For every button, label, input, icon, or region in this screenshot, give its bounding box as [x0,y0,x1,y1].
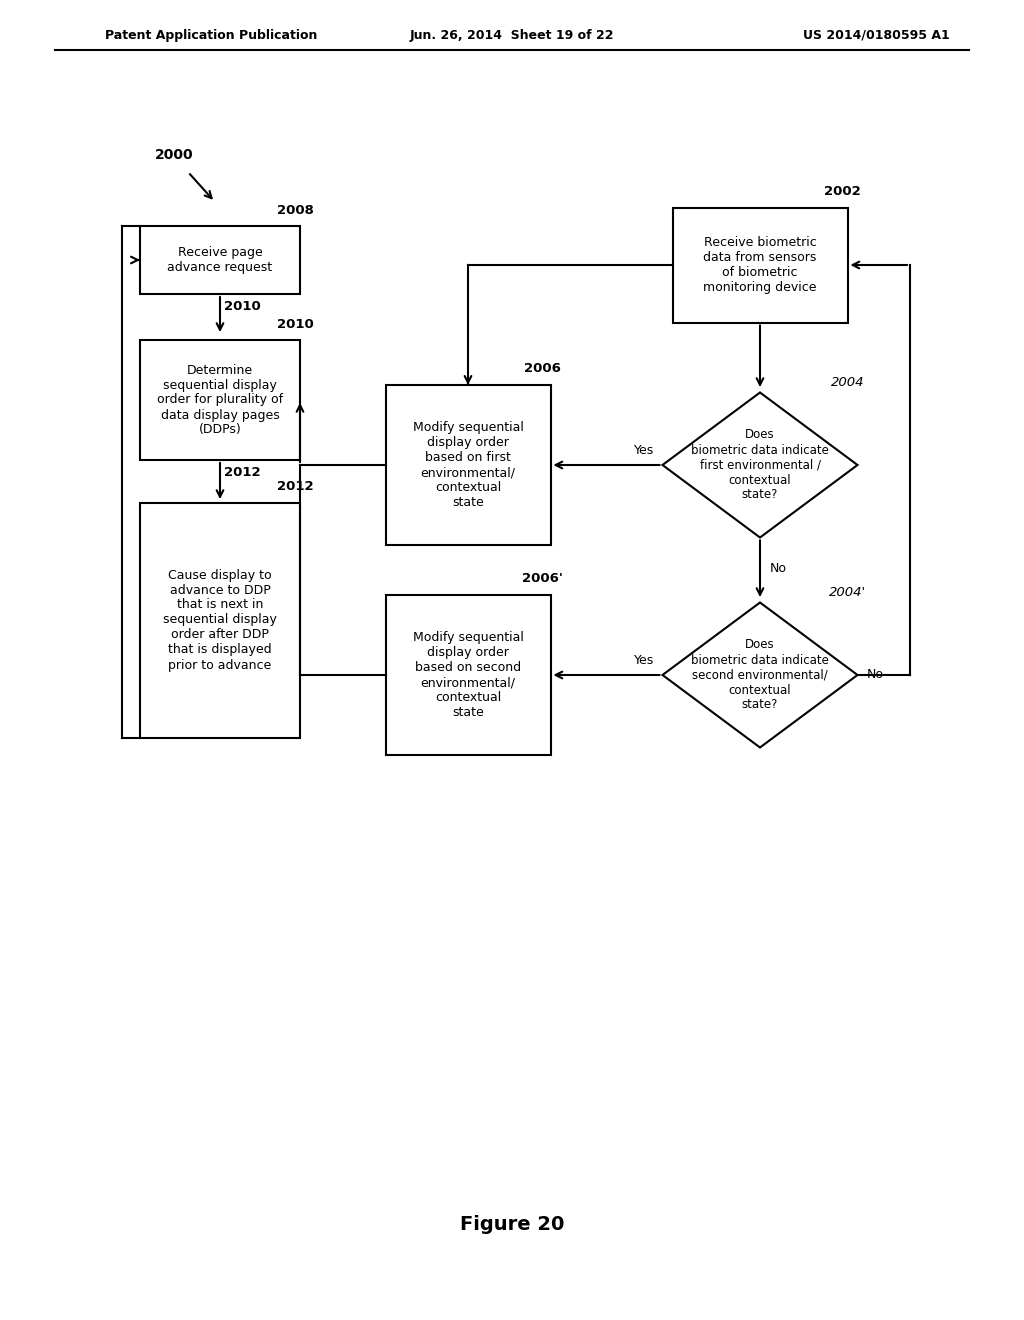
Text: Determine
sequential display
order for plurality of
data display pages
(DDPs): Determine sequential display order for p… [157,363,283,437]
Text: No: No [769,562,786,576]
Text: Does
biometric data indicate
second environmental/
contextual
state?: Does biometric data indicate second envi… [691,639,829,711]
Text: 2000: 2000 [155,148,194,162]
Text: 2002: 2002 [824,185,861,198]
Text: Figure 20: Figure 20 [460,1216,564,1234]
Text: Yes: Yes [635,445,654,458]
Text: 2008: 2008 [276,203,313,216]
Text: Modify sequential
display order
based on first
environmental/
contextual
state: Modify sequential display order based on… [413,421,523,510]
Text: Receive page
advance request: Receive page advance request [168,246,272,275]
Bar [385,595,551,755]
Text: Cause display to
advance to DDP
that is next in
sequential display
order after D: Cause display to advance to DDP that is … [163,569,276,672]
Text: US 2014/0180595 A1: US 2014/0180595 A1 [803,29,950,41]
Text: 2012: 2012 [223,466,260,479]
Text: No: No [867,668,884,681]
Bar [385,385,551,545]
Polygon shape [663,392,857,537]
Bar [673,207,848,322]
Text: 2006': 2006' [522,573,563,586]
Text: 2012: 2012 [276,480,313,492]
Text: 2004': 2004' [829,586,866,599]
Text: Does
biometric data indicate
first environmental /
contextual
state?: Does biometric data indicate first envir… [691,429,829,502]
Text: 2006: 2006 [524,363,561,375]
Text: 2010: 2010 [223,300,260,313]
Text: Modify sequential
display order
based on second
environmental/
contextual
state: Modify sequential display order based on… [413,631,523,719]
Polygon shape [663,602,857,747]
Bar [140,341,300,459]
Bar [140,503,300,738]
Text: Jun. 26, 2014  Sheet 19 of 22: Jun. 26, 2014 Sheet 19 of 22 [410,29,614,41]
Text: 2010: 2010 [276,318,313,330]
Text: Patent Application Publication: Patent Application Publication [105,29,317,41]
Text: 2004: 2004 [830,376,864,389]
Bar [140,226,300,294]
Text: Yes: Yes [635,655,654,668]
Text: Receive biometric
data from sensors
of biometric
monitoring device: Receive biometric data from sensors of b… [703,236,817,294]
